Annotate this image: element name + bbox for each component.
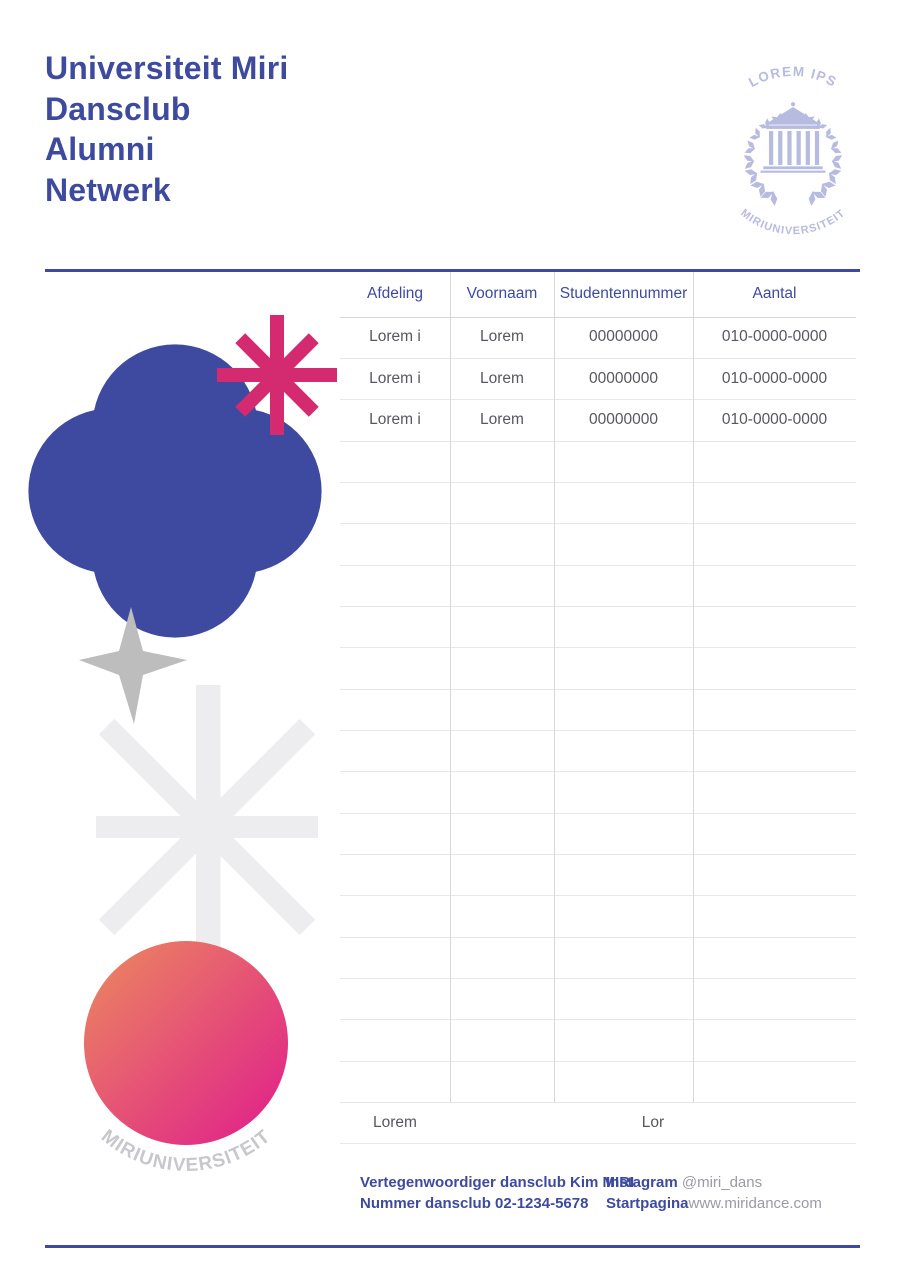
svg-text:LOREM IPS: LOREM IPS	[746, 64, 840, 90]
svg-text:MIRIUNIVERSITEIT: MIRIUNIVERSITEIT	[738, 207, 847, 237]
